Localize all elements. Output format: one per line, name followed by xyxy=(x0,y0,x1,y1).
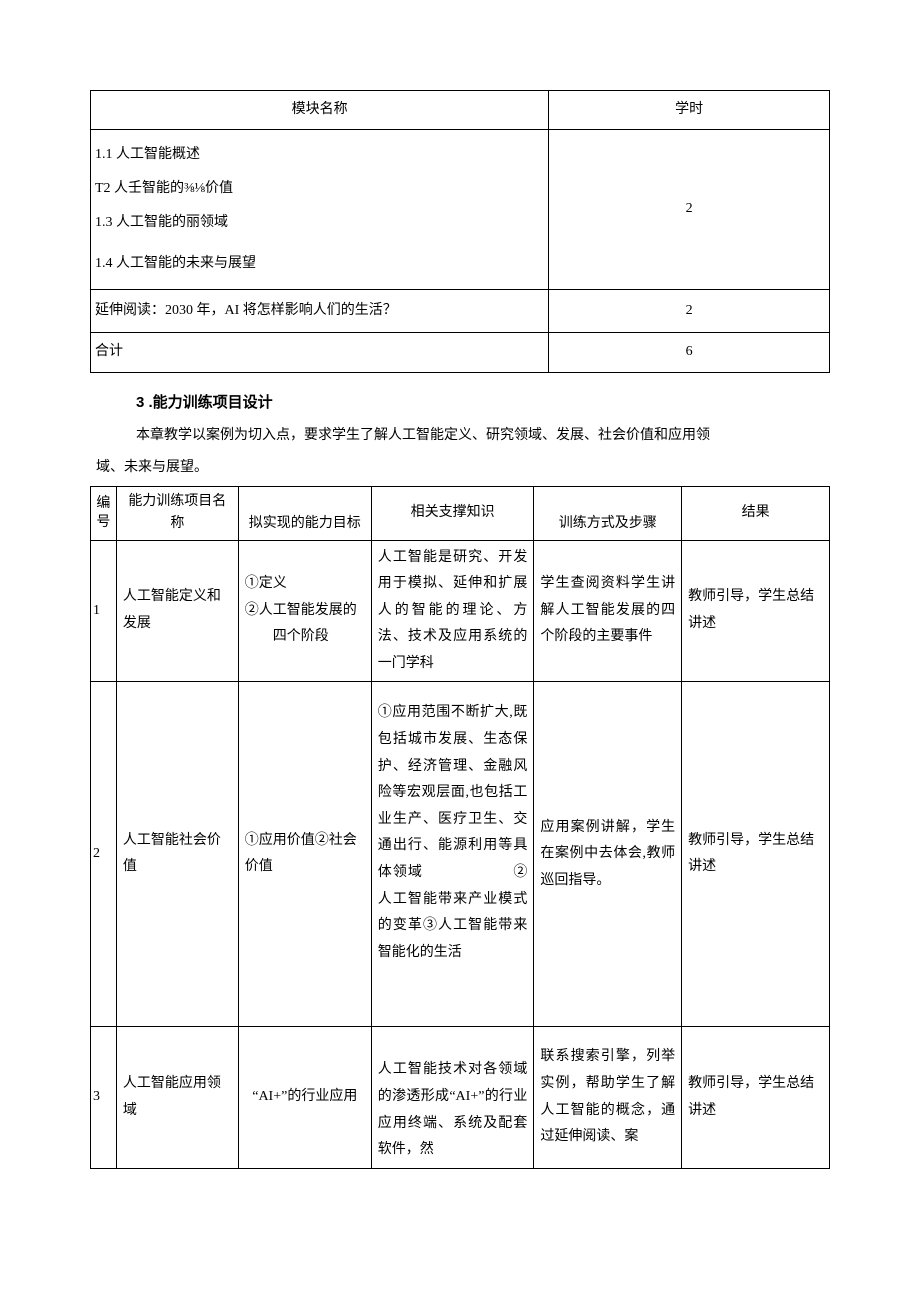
table-row: 2 人工智能社会价值 ①应用价值②社会价值 ①应用范围不断扩大,既包括城市发展、… xyxy=(91,682,830,1027)
goal-cell: ①应用价值②社会价值 xyxy=(238,682,371,1027)
module-line: 1.3 人工智能的丽领域 xyxy=(95,206,544,240)
row-id: 2 xyxy=(91,682,117,1027)
goal-line: ①定义 xyxy=(245,571,365,598)
goal-cell: ①定义 ②人工智能发展的 四个阶段 xyxy=(238,540,371,682)
col-goal: 拟实现的能力目标 xyxy=(238,486,371,540)
module-hours-table: 模块名称 学时 1.1 人工智能概述 T2 人壬智能的⅜⅛价值 1.3 人工智能… xyxy=(90,90,830,373)
col-id: 编 号 xyxy=(91,486,117,540)
col-module-name: 模块名称 xyxy=(91,91,549,130)
section-title: .能力训练项目设计 xyxy=(149,394,273,411)
col-id-char: 号 xyxy=(93,513,114,533)
knowledge-cell: ①应用范围不断扩大,既包括城市发展、生态保护、经济管理、金融风险等宏观层面,也包… xyxy=(371,682,534,1027)
result-cell: 教师引导，学生总结讲述 xyxy=(682,540,830,682)
col-hours: 学时 xyxy=(549,91,830,130)
table-row: 3 人工智能应用领域 “AI+”的行业应用 人工智能技术对各领域的渗透形成“AI… xyxy=(91,1027,830,1168)
method-cell: 联系搜索引擎，列举实例，帮助学生了解人工智能的概念，通过延伸阅读、案 xyxy=(534,1027,682,1168)
table-row: 延伸阅读：2030 年，AI 将怎样影响人们的生活？ 2 xyxy=(91,289,830,332)
project-name: 人工智能应用领域 xyxy=(116,1027,238,1168)
module-line: 1.1 人工智能概述 xyxy=(95,138,544,172)
section-paragraph-line: 本章教学以案例为切入点，要求学生了解人工智能定义、研究领域、发展、社会价值和应用… xyxy=(136,423,830,450)
section-heading: 3 .能力训练项目设计 xyxy=(136,391,830,415)
project-name: 人工智能社会价值 xyxy=(116,682,238,1027)
module-cell: 延伸阅读：2030 年，AI 将怎样影响人们的生活？ xyxy=(91,289,549,332)
knowledge-cell: 人工智能技术对各领域的渗透形成“AI+”的行业应用终端、系统及配套软件，然 xyxy=(371,1027,534,1168)
table-row: 1 人工智能定义和发展 ①定义 ②人工智能发展的 四个阶段 人工智能是研究、开发… xyxy=(91,540,830,682)
col-id-char: 编 xyxy=(93,494,114,514)
total-hours-cell: 6 xyxy=(549,333,830,372)
row-id: 1 xyxy=(91,540,117,682)
col-knowledge: 相关支撑知识 xyxy=(371,486,534,540)
result-cell: 教师引导，学生总结讲述 xyxy=(682,682,830,1027)
knowledge-cell: 人工智能是研究、开发用于模拟、延伸和扩展人的智能的理论、方法、技术及应用系统的一… xyxy=(371,540,534,682)
hours-cell: 2 xyxy=(549,289,830,332)
section-paragraph-line: 域、未来与展望。 xyxy=(96,455,830,482)
module-line: 1.4 人工智能的未来与展望 xyxy=(95,247,544,281)
hours-cell: 2 xyxy=(549,130,830,289)
module-list-cell: 1.1 人工智能概述 T2 人壬智能的⅜⅛价值 1.3 人工智能的丽领域 1.4… xyxy=(91,130,549,289)
result-cell: 教师引导，学生总结讲述 xyxy=(682,1027,830,1168)
row-id: 3 xyxy=(91,1027,117,1168)
col-project-name: 能力训练项目名称 xyxy=(116,486,238,540)
col-result: 结果 xyxy=(682,486,830,540)
table-header-row: 编 号 能力训练项目名称 拟实现的能力目标 相关支撑知识 训练方式及步骤 结果 xyxy=(91,486,830,540)
section-number: 3 xyxy=(136,394,144,411)
col-method: 训练方式及步骤 xyxy=(534,486,682,540)
method-cell: 学生查阅资料学生讲解人工智能发展的四个阶段的主要事件 xyxy=(534,540,682,682)
goal-line: 四个阶段 xyxy=(245,624,365,651)
table-header-row: 模块名称 学时 xyxy=(91,91,830,130)
goal-line: ②人工智能发展的 xyxy=(245,598,365,625)
project-name: 人工智能定义和发展 xyxy=(116,540,238,682)
table-row: 合计 6 xyxy=(91,333,830,372)
module-line: T2 人壬智能的⅜⅛价值 xyxy=(95,172,544,206)
total-label-cell: 合计 xyxy=(91,333,549,372)
table-row: 1.1 人工智能概述 T2 人壬智能的⅜⅛价值 1.3 人工智能的丽领域 1.4… xyxy=(91,130,830,289)
ability-training-table: 编 号 能力训练项目名称 拟实现的能力目标 相关支撑知识 训练方式及步骤 结果 … xyxy=(90,486,830,1169)
goal-cell: “AI+”的行业应用 xyxy=(238,1027,371,1168)
method-cell: 应用案例讲解，学生在案例中去体会,教师巡回指导。 xyxy=(534,682,682,1027)
